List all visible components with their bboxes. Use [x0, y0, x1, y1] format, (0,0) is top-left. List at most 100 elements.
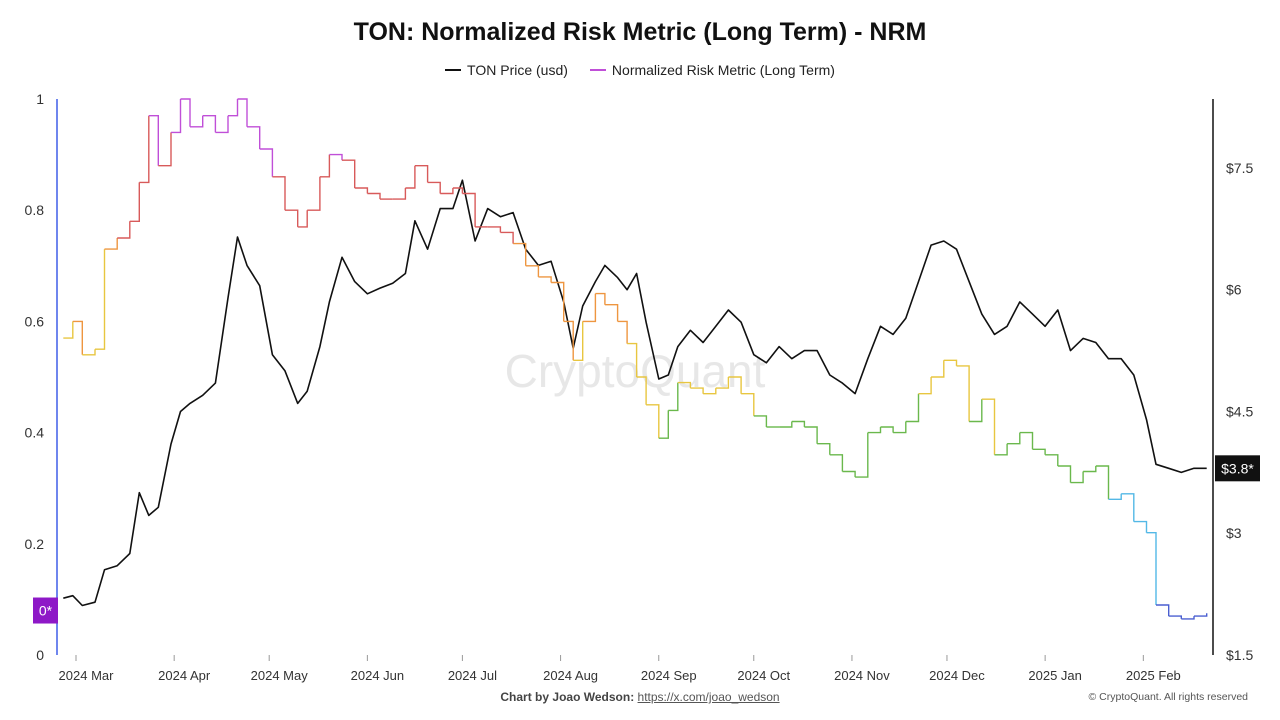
y-left-tick-label-2: 0.4 — [25, 425, 45, 441]
risk-segment-66 — [829, 454, 844, 472]
risk-segment-87 — [1095, 465, 1110, 500]
x-tick-label-2: 2024 May — [251, 668, 309, 683]
risk-segment-56 — [703, 388, 717, 395]
risk-segment-10 — [171, 99, 182, 134]
risk-segment-34 — [452, 187, 464, 194]
risk-segment-13 — [202, 115, 217, 133]
risk-segment-64 — [804, 426, 818, 444]
risk-segment-40 — [525, 265, 540, 277]
risk-segment-92 — [1156, 604, 1170, 617]
risk-segment-11 — [180, 98, 191, 127]
risk-segment-20 — [285, 209, 299, 227]
risk-segment-2 — [82, 349, 96, 356]
risk-segment-35 — [462, 192, 476, 227]
risk-segment-7 — [139, 115, 150, 184]
x-tick-label-4: 2024 Jul — [448, 668, 497, 683]
series-layer — [63, 98, 1208, 620]
risk-segment-69 — [867, 427, 882, 434]
risk-segment-70 — [880, 426, 894, 433]
risk-segment-0 — [63, 321, 74, 339]
risk-segment-44 — [573, 321, 584, 361]
risk-segment-21 — [297, 210, 308, 228]
risk-segment-78 — [981, 398, 996, 455]
risk-segment-32 — [427, 181, 441, 194]
risk-segment-63 — [791, 420, 806, 427]
risk-segment-41 — [538, 276, 552, 283]
risk-segment-30 — [405, 165, 416, 189]
legend-item-price[interactable]: TON Price (usd) — [445, 62, 568, 78]
risk-segment-39 — [513, 242, 527, 266]
risk-segment-8 — [148, 115, 159, 166]
y-right-tick-label-1: $3 — [1226, 525, 1242, 541]
x-tick-label-1: 2024 Apr — [158, 668, 211, 683]
risk-segment-46 — [595, 292, 606, 305]
risk-segment-83 — [1045, 454, 1059, 466]
risk-segment-43 — [563, 320, 574, 361]
y-left-tick-label-3: 0.6 — [25, 313, 45, 329]
risk-segment-17 — [247, 126, 261, 149]
risk-segment-53 — [668, 382, 679, 412]
risk-segment-14 — [215, 115, 229, 134]
risk-segment-37 — [487, 226, 502, 233]
risk-segment-18 — [259, 148, 274, 177]
risk-segment-67 — [842, 470, 856, 478]
risk-segment-81 — [1019, 431, 1034, 450]
risk-segment-82 — [1032, 448, 1046, 455]
risk-segment-79 — [994, 443, 1008, 456]
x-tick-label-11: 2025 Feb — [1126, 668, 1181, 683]
price-line — [63, 179, 1207, 607]
risk-segment-52 — [658, 410, 669, 439]
risk-segment-47 — [604, 304, 619, 322]
watermark: CryptoQuant — [505, 345, 766, 397]
risk-segment-88 — [1108, 493, 1122, 500]
risk-segment-19 — [272, 176, 286, 211]
risk-segment-80 — [1007, 432, 1021, 445]
risk-segment-15 — [228, 99, 239, 117]
badge-layer: 0* $3.8* — [33, 455, 1260, 624]
risk-segment-23 — [319, 154, 331, 178]
risk-segment-58 — [728, 376, 742, 394]
y-right-tick-label-0: $1.5 — [1226, 647, 1253, 663]
risk-segment-31 — [414, 165, 429, 183]
risk-segment-91 — [1146, 532, 1157, 605]
risk-segment-3 — [95, 249, 106, 350]
legend-swatch-risk — [589, 69, 606, 71]
y-left-tick-label-4: 0.8 — [25, 202, 45, 218]
y-right-tick-label-4: $7.5 — [1226, 160, 1253, 176]
risk-segment-38 — [500, 231, 514, 244]
credit-link[interactable]: https://x.com/joao_wedson — [637, 690, 780, 704]
risk-segment-84 — [1057, 465, 1072, 483]
risk-segment-45 — [582, 293, 597, 323]
right-value-badge — [1215, 455, 1260, 482]
legend-item-risk[interactable]: Normalized Risk Metric (Long Term) — [589, 62, 835, 78]
risk-segment-72 — [905, 393, 920, 423]
y-right-tick-label-2: $4.5 — [1226, 403, 1253, 419]
x-tick-label-0: 2024 Mar — [59, 668, 115, 683]
x-tick-label-10: 2025 Jan — [1028, 668, 1082, 683]
risk-segment-85 — [1070, 471, 1084, 484]
y-right-tick-label-3: $6 — [1226, 282, 1242, 298]
risk-segment-48 — [617, 320, 628, 344]
risk-segment-54 — [677, 381, 692, 389]
copyright: © CryptoQuant. All rights reserved — [1088, 691, 1248, 703]
legend-label-risk: Normalized Risk Metric (Long Term) — [611, 62, 835, 78]
risk-segment-27 — [367, 192, 381, 200]
x-tick-label-6: 2024 Sep — [641, 668, 697, 683]
left-value-badge — [33, 597, 58, 624]
x-tick-label-7: 2024 Oct — [737, 668, 790, 683]
risk-segment-71 — [893, 421, 907, 434]
risk-segment-86 — [1083, 466, 1097, 473]
risk-segment-50 — [636, 376, 647, 405]
risk-segment-59 — [741, 393, 755, 416]
risk-segment-68 — [855, 432, 869, 478]
risk-segment-5 — [117, 221, 131, 239]
right-value-badge-label: $3.8* — [1221, 460, 1254, 476]
chart-title: TON: Normalized Risk Metric (Long Term) … — [353, 18, 927, 46]
risk-segment-9 — [158, 132, 172, 167]
risk-segment-12 — [190, 115, 204, 128]
risk-segment-4 — [104, 238, 118, 250]
x-tick-label-9: 2024 Dec — [929, 668, 985, 683]
risk-segment-55 — [690, 387, 704, 394]
